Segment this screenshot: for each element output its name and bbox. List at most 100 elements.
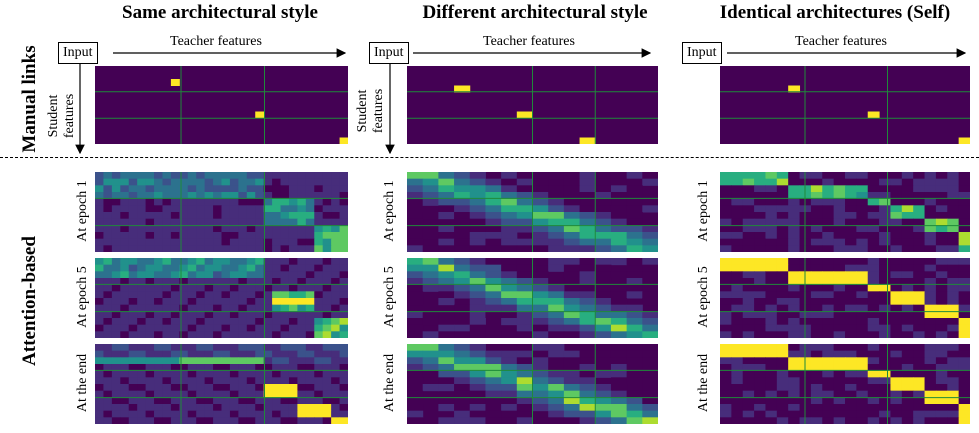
heatmap-cell	[246, 284, 256, 292]
heatmap-cell	[501, 198, 518, 206]
heatmap-cell	[128, 397, 138, 405]
heatmap-cell	[610, 271, 628, 279]
heatmap-cell	[272, 192, 282, 200]
heatmap-cell	[454, 85, 471, 93]
heatmap-cell	[95, 331, 104, 338]
heatmap-cell	[238, 404, 248, 412]
heatmap-cell	[845, 172, 857, 180]
heatmap-cell	[924, 318, 937, 326]
heatmap-cell	[788, 284, 801, 292]
heatmap-cell	[485, 245, 502, 252]
heatmap-cell	[263, 304, 273, 312]
heatmap-cell	[867, 298, 880, 306]
heatmap-cell	[229, 225, 239, 233]
heatmap-cell	[204, 232, 214, 240]
heatmap-cell	[742, 404, 755, 412]
heatmap-cell	[532, 212, 549, 220]
heatmap-cell	[454, 384, 471, 392]
heatmap-cell	[731, 291, 744, 299]
heatmap-cell	[845, 278, 857, 286]
heatmap-cell	[776, 205, 789, 213]
heatmap-cell	[788, 350, 801, 358]
heatmap-cell	[422, 192, 439, 200]
heatmap-cell	[913, 271, 926, 279]
heatmap-cell	[595, 212, 612, 220]
heatmap-cell	[822, 284, 835, 292]
heatmap-cell	[162, 271, 172, 279]
heatmap-cell	[288, 205, 298, 213]
heatmap-cell	[626, 192, 643, 200]
heatmap-cell	[170, 271, 180, 279]
end-label-col1: At the end	[75, 353, 90, 413]
heatmap-cell	[913, 304, 926, 312]
heatmap-cell	[187, 410, 197, 418]
heatmap-cell	[595, 318, 612, 326]
heatmap-cell	[322, 178, 332, 186]
heatmap-cell	[924, 350, 937, 358]
heatmap-cell	[626, 198, 643, 206]
heatmap-cell	[822, 258, 835, 266]
heatmap-cell	[579, 384, 596, 392]
heatmap-cell	[263, 212, 273, 220]
heatmap-cell	[856, 364, 869, 372]
heatmap-cell	[95, 245, 104, 252]
heatmap-cell	[626, 404, 643, 412]
heatmap-cell	[238, 225, 248, 233]
heatmap-cell	[305, 278, 315, 286]
heatmap-cell	[196, 331, 206, 338]
heatmap-cell	[314, 284, 324, 292]
heatmap-cell	[788, 404, 801, 412]
heatmap-cell	[128, 192, 138, 200]
heatmap-cell	[179, 357, 189, 365]
heatmap-cell	[297, 417, 307, 424]
heatmap-cell	[731, 185, 744, 193]
heatmap-cell	[845, 350, 857, 358]
heatmap-cell	[272, 271, 282, 279]
heatmap-cell	[833, 344, 846, 352]
heatmap-cell	[742, 291, 755, 299]
heatmap-cell	[297, 225, 307, 233]
heatmap-cell	[731, 278, 744, 286]
heatmap-cell	[469, 357, 486, 365]
heatmap-cell	[563, 298, 581, 306]
heatmap-epoch5-different	[407, 258, 658, 338]
heatmap-canvas	[407, 66, 658, 144]
heatmap-cell	[742, 331, 755, 338]
heatmap-cell	[742, 324, 755, 332]
heatmap-cell	[322, 404, 332, 412]
heatmap-cell	[438, 417, 455, 424]
heatmap-cell	[947, 192, 960, 200]
heatmap-cell	[255, 318, 265, 326]
heatmap-cell	[288, 377, 298, 385]
heatmap-cell	[331, 212, 341, 220]
heatmap-cell	[145, 311, 155, 319]
heatmap-cell	[879, 278, 891, 286]
heatmap-cell	[890, 311, 903, 319]
heatmap-cell	[501, 245, 518, 252]
heatmap-cell	[407, 364, 424, 372]
heatmap-cell	[765, 404, 778, 412]
heatmap-cell	[595, 370, 612, 378]
heatmap-cell	[95, 264, 104, 272]
heatmap-cell	[626, 232, 643, 240]
heatmap-cell	[438, 258, 455, 266]
heatmap-cell	[103, 245, 113, 252]
heatmap-cell	[246, 298, 256, 306]
heatmap-cell	[833, 377, 846, 385]
heatmap-cell	[548, 232, 565, 240]
heatmap-cell	[822, 225, 835, 233]
heatmap-cell	[111, 324, 121, 332]
heatmap-cell	[642, 245, 658, 252]
heatmap-cell	[788, 258, 801, 266]
heatmap-cell	[229, 417, 239, 424]
heatmap-cell	[856, 178, 869, 186]
heatmap-cell	[288, 172, 298, 180]
heatmap-cell	[103, 205, 113, 213]
heatmap-cell	[196, 344, 206, 352]
heatmap-cell	[272, 225, 282, 233]
heatmap-cell	[642, 364, 658, 372]
heatmap-cell	[890, 384, 903, 392]
heatmap-cell	[204, 225, 214, 233]
heatmap-cell	[935, 417, 948, 424]
heatmap-cell	[179, 225, 189, 233]
